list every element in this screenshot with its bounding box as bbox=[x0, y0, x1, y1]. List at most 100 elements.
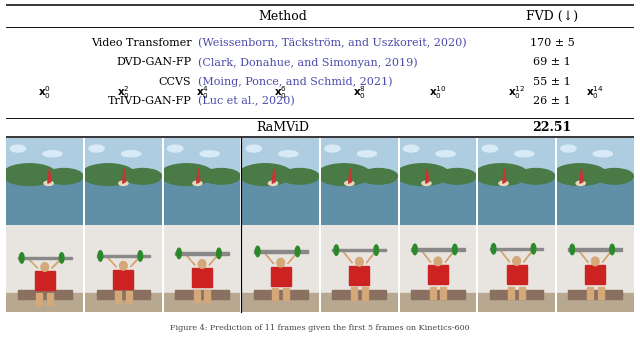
Polygon shape bbox=[209, 253, 220, 265]
Polygon shape bbox=[184, 253, 195, 265]
Polygon shape bbox=[272, 168, 275, 183]
Text: $\mathbf{x}_0^{14}$: $\mathbf{x}_0^{14}$ bbox=[586, 84, 604, 101]
Ellipse shape bbox=[43, 151, 62, 157]
Bar bbox=[175, 290, 229, 299]
Ellipse shape bbox=[19, 253, 24, 263]
Ellipse shape bbox=[3, 164, 56, 185]
Bar bbox=[568, 248, 622, 251]
Text: $\mathbf{x}_0^6$: $\mathbf{x}_0^6$ bbox=[274, 84, 287, 101]
Bar bbox=[321, 225, 397, 299]
Text: (Clark, Donahue, and Simonyan, 2019): (Clark, Donahue, and Simonyan, 2019) bbox=[198, 57, 417, 68]
Bar bbox=[164, 225, 241, 299]
Bar bbox=[18, 257, 72, 259]
Text: $\mathbf{x}_0^8$: $\mathbf{x}_0^8$ bbox=[353, 84, 366, 101]
Ellipse shape bbox=[413, 244, 417, 255]
Text: DVD-GAN-FP: DVD-GAN-FP bbox=[116, 57, 191, 68]
Text: FVD (↓): FVD (↓) bbox=[526, 10, 578, 22]
Ellipse shape bbox=[81, 164, 135, 185]
Ellipse shape bbox=[120, 261, 127, 270]
Bar bbox=[399, 138, 476, 186]
Ellipse shape bbox=[359, 168, 397, 184]
Bar bbox=[399, 180, 476, 225]
Polygon shape bbox=[131, 256, 141, 267]
Bar bbox=[557, 138, 634, 186]
Polygon shape bbox=[524, 249, 534, 262]
Bar bbox=[97, 255, 150, 257]
Ellipse shape bbox=[202, 168, 241, 184]
Bar bbox=[362, 287, 368, 299]
Bar bbox=[399, 225, 476, 299]
Ellipse shape bbox=[279, 151, 298, 157]
Polygon shape bbox=[577, 250, 588, 263]
Bar bbox=[35, 271, 55, 290]
Bar bbox=[478, 293, 555, 312]
Bar bbox=[243, 180, 319, 225]
Ellipse shape bbox=[281, 168, 319, 184]
Polygon shape bbox=[366, 250, 377, 263]
Ellipse shape bbox=[553, 164, 607, 185]
Polygon shape bbox=[342, 250, 353, 263]
Ellipse shape bbox=[295, 246, 300, 257]
Ellipse shape bbox=[277, 258, 285, 267]
Ellipse shape bbox=[119, 181, 128, 185]
Ellipse shape bbox=[89, 145, 104, 152]
Text: TrIVD-GAN-FP: TrIVD-GAN-FP bbox=[108, 96, 191, 106]
Bar bbox=[490, 290, 543, 299]
Ellipse shape bbox=[168, 145, 183, 152]
Ellipse shape bbox=[595, 168, 634, 184]
Ellipse shape bbox=[193, 181, 202, 185]
Ellipse shape bbox=[60, 253, 64, 263]
Ellipse shape bbox=[576, 181, 585, 185]
Polygon shape bbox=[27, 258, 38, 268]
Polygon shape bbox=[420, 250, 431, 263]
Bar bbox=[243, 225, 319, 299]
Bar bbox=[243, 138, 319, 186]
Bar bbox=[508, 287, 515, 299]
Polygon shape bbox=[602, 250, 613, 263]
Ellipse shape bbox=[345, 181, 354, 185]
Polygon shape bbox=[287, 251, 298, 264]
Bar bbox=[587, 287, 593, 299]
Polygon shape bbox=[196, 168, 200, 183]
Bar bbox=[478, 225, 555, 299]
Text: Method: Method bbox=[258, 10, 307, 22]
Text: 69 ± 1: 69 ± 1 bbox=[533, 57, 571, 68]
Text: CCVS: CCVS bbox=[159, 77, 191, 87]
Bar bbox=[6, 180, 83, 225]
Bar bbox=[557, 225, 634, 299]
Ellipse shape bbox=[45, 168, 83, 184]
Text: $\mathbf{x}_0^2$: $\mathbf{x}_0^2$ bbox=[117, 84, 130, 101]
Ellipse shape bbox=[357, 151, 376, 157]
Bar bbox=[332, 290, 386, 299]
Bar bbox=[585, 265, 605, 284]
Text: $\mathbf{x}_0^4$: $\mathbf{x}_0^4$ bbox=[196, 84, 209, 101]
Text: 170 ± 5: 170 ± 5 bbox=[530, 38, 575, 48]
Polygon shape bbox=[499, 249, 509, 262]
Ellipse shape bbox=[593, 151, 612, 157]
Bar bbox=[175, 252, 229, 255]
Bar bbox=[85, 138, 162, 186]
Ellipse shape bbox=[200, 151, 220, 157]
Ellipse shape bbox=[334, 245, 339, 255]
Bar bbox=[18, 290, 72, 299]
Polygon shape bbox=[123, 168, 125, 183]
Bar bbox=[351, 287, 357, 299]
Bar bbox=[411, 248, 465, 251]
Bar bbox=[321, 293, 397, 312]
Ellipse shape bbox=[317, 164, 371, 185]
Bar bbox=[85, 225, 162, 299]
Polygon shape bbox=[52, 258, 63, 268]
Ellipse shape bbox=[138, 251, 143, 261]
Polygon shape bbox=[580, 168, 583, 183]
Bar bbox=[598, 287, 604, 299]
Bar bbox=[429, 287, 436, 299]
Ellipse shape bbox=[255, 246, 260, 257]
Polygon shape bbox=[503, 168, 506, 183]
Bar bbox=[557, 180, 634, 225]
Ellipse shape bbox=[513, 257, 520, 265]
Bar bbox=[254, 250, 308, 253]
Bar bbox=[6, 138, 83, 186]
Bar bbox=[47, 293, 53, 305]
Polygon shape bbox=[263, 251, 274, 264]
Bar bbox=[97, 290, 150, 299]
